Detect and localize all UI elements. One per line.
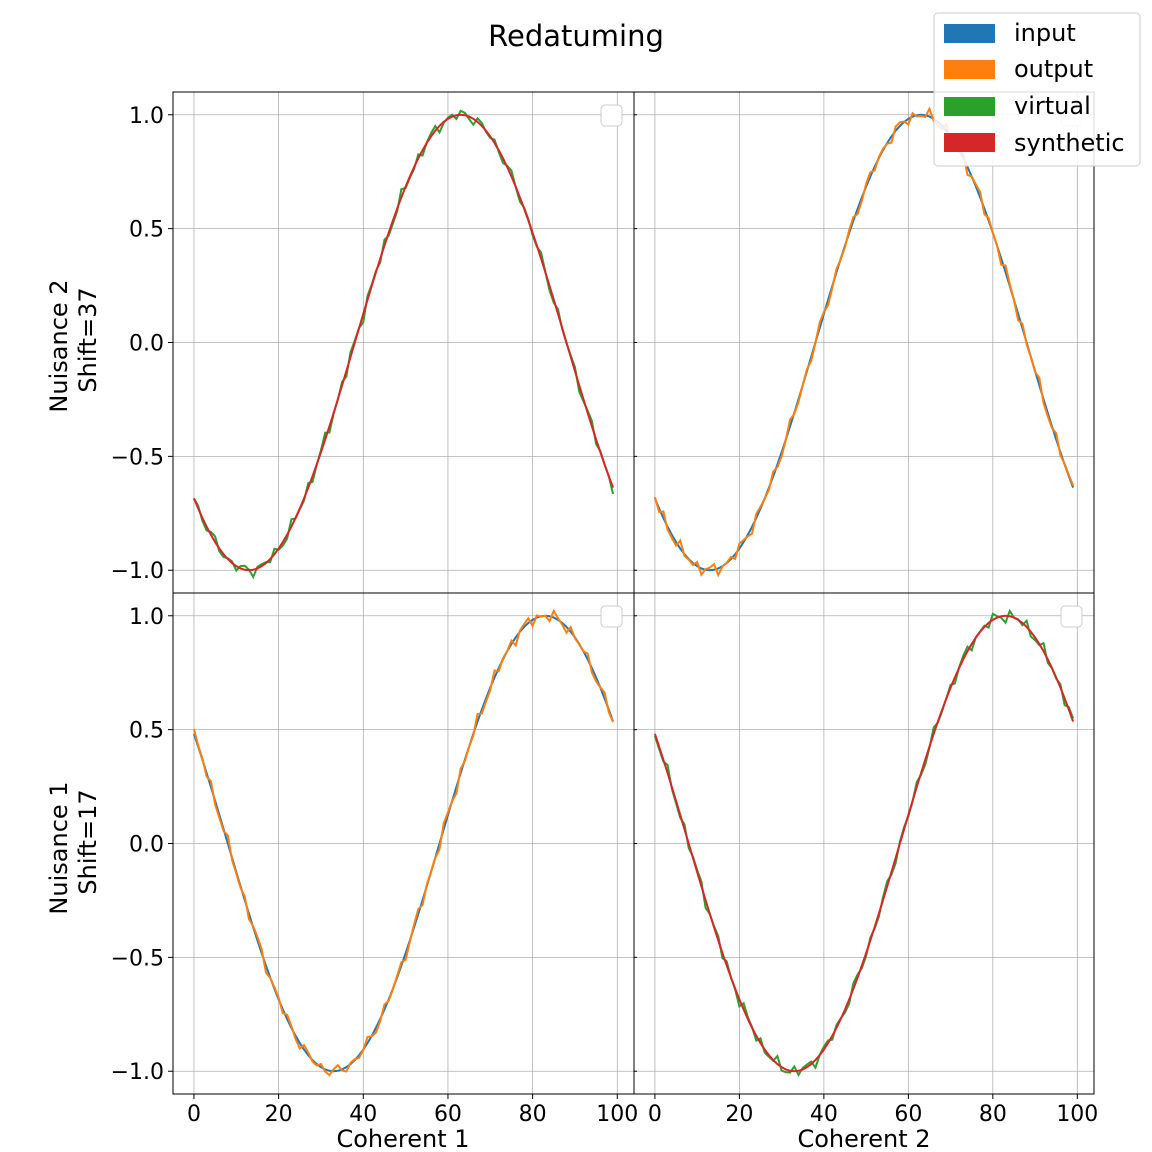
x-tick-label: 60 bbox=[434, 1102, 462, 1127]
legend-swatch-synthetic bbox=[944, 133, 995, 152]
grid bbox=[173, 593, 634, 1094]
axes-legend-box bbox=[1060, 605, 1083, 628]
x-tick-label: 0 bbox=[187, 1102, 201, 1127]
legend-label-virtual: virtual bbox=[1014, 92, 1091, 120]
series-group bbox=[653, 608, 1075, 1077]
legend-swatch-output bbox=[944, 60, 995, 79]
col-label-left: Coherent 1 bbox=[336, 1125, 469, 1152]
panels: −1.0 −0.5 0.0 0.5 1.0 −1.0 −0.5 0.0 0.5 1.0 0 20 40 6… bbox=[111, 91, 1098, 1127]
x-tick-label: 80 bbox=[979, 1102, 1007, 1127]
x-tick-label: 40 bbox=[349, 1102, 377, 1127]
series-group bbox=[192, 608, 614, 1077]
legend-label-input: input bbox=[1014, 19, 1076, 47]
y-tick-label: −0.5 bbox=[111, 445, 164, 470]
y-tick-label: −1.0 bbox=[111, 1060, 164, 1085]
y-tick-label: −0.5 bbox=[111, 946, 164, 971]
y-tick-label: 0.5 bbox=[129, 719, 164, 744]
x-tick-label: 0 bbox=[648, 1102, 662, 1127]
grid bbox=[634, 593, 1094, 1094]
x-tick-label: 80 bbox=[519, 1102, 547, 1127]
y-tick-label: 0.0 bbox=[129, 833, 164, 858]
row-label-top: Nuisance 2 Shift=37 bbox=[45, 279, 102, 412]
series-line-synthetic bbox=[653, 614, 1075, 1073]
series-line-virtual bbox=[653, 608, 1075, 1077]
grid bbox=[634, 92, 1094, 593]
x-tick-label: 20 bbox=[265, 1102, 293, 1127]
x-tick-label: 60 bbox=[894, 1102, 922, 1127]
row-label-bottom-line1: Nuisance 1 bbox=[45, 781, 73, 914]
panel-1: −1.0 −0.5 0.0 0.5 1.0 bbox=[111, 91, 635, 594]
axes-legend-box bbox=[600, 605, 623, 628]
series-group bbox=[653, 106, 1075, 578]
legend-label-synthetic: synthetic bbox=[1014, 129, 1125, 157]
x-tick-label: 40 bbox=[810, 1102, 838, 1127]
figure-title: Redatuming bbox=[488, 19, 664, 53]
y-tick-label: 0.0 bbox=[129, 332, 164, 357]
panel-3: −1.0 −0.5 0.0 0.5 1.0 0 20 40 60 80 100 bbox=[111, 592, 638, 1127]
series-line-synthetic bbox=[193, 113, 614, 572]
row-label-top-line1: Nuisance 2 bbox=[45, 279, 73, 412]
row-label-top-line2: Shift=37 bbox=[74, 287, 102, 392]
series-line-output bbox=[192, 608, 614, 1077]
legend-swatch-input bbox=[944, 24, 995, 43]
series-line-output bbox=[653, 106, 1075, 578]
row-label-bottom: Nuisance 1 Shift=17 bbox=[45, 781, 102, 914]
y-tick-label: −1.0 bbox=[111, 559, 164, 584]
x-tick-label: 100 bbox=[1056, 1102, 1098, 1127]
grid bbox=[173, 92, 634, 593]
row-label-bottom-line2: Shift=17 bbox=[74, 789, 102, 894]
x-tick-label: 20 bbox=[725, 1102, 753, 1127]
y-tick-label: 1.0 bbox=[129, 605, 164, 630]
legend-swatch-virtual bbox=[944, 97, 995, 116]
legend-label-output: output bbox=[1014, 55, 1093, 83]
x-tick-label: 100 bbox=[596, 1102, 638, 1127]
axes-legend-box bbox=[600, 104, 623, 127]
series-line-virtual bbox=[193, 109, 615, 580]
series-group bbox=[193, 109, 615, 580]
panel-4: 0 20 40 60 80 100 bbox=[633, 592, 1098, 1127]
col-label-right: Coherent 2 bbox=[797, 1125, 930, 1152]
panel-2 bbox=[633, 91, 1095, 594]
y-tick-label: 0.5 bbox=[129, 218, 164, 243]
y-tick-label: 1.0 bbox=[129, 104, 164, 129]
legend-frame bbox=[933, 12, 1141, 167]
figure-legend: input output virtual synthetic bbox=[933, 12, 1141, 167]
